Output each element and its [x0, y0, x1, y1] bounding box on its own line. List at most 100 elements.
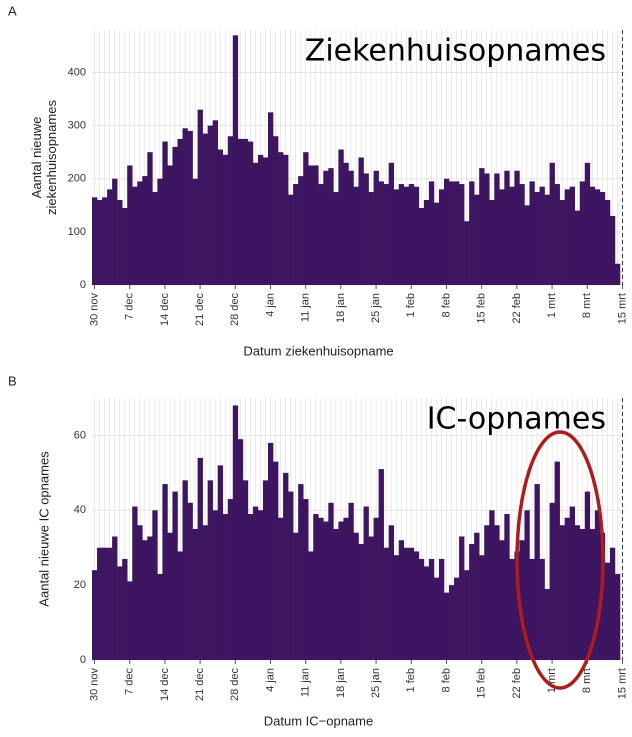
- x-tick-label: 4 jan: [264, 293, 276, 317]
- bar: [152, 510, 158, 660]
- bar: [97, 547, 103, 660]
- bar: [107, 189, 113, 285]
- bar: [438, 189, 445, 285]
- bar: [489, 510, 495, 660]
- bar: [267, 112, 274, 285]
- bar: [262, 157, 269, 285]
- bar: [157, 573, 163, 660]
- bar: [132, 506, 138, 660]
- bar: [494, 173, 500, 285]
- x-tick-label: 30 nov: [88, 668, 100, 702]
- bar: [383, 547, 389, 660]
- bar: [308, 551, 314, 660]
- bar: [479, 168, 485, 285]
- bar: [489, 200, 495, 285]
- x-tick-label: 1 mrt: [546, 293, 558, 318]
- bar: [529, 558, 535, 660]
- bar: [192, 178, 198, 285]
- bar: [313, 165, 319, 285]
- x-tick-label: 7 dec: [124, 668, 136, 695]
- bar: [92, 197, 98, 285]
- bar: [529, 181, 535, 285]
- bar: [283, 154, 289, 285]
- bar: [273, 461, 279, 660]
- x-tick-label: 21 dec: [194, 293, 206, 327]
- bar: [454, 577, 460, 660]
- bar: [358, 157, 364, 285]
- bar: [288, 491, 294, 660]
- bar: [252, 506, 259, 660]
- bar: [177, 551, 183, 660]
- bar: [464, 221, 470, 285]
- bar: [217, 465, 224, 660]
- bar: [378, 469, 384, 660]
- bar: [187, 130, 193, 285]
- bar: [202, 133, 208, 285]
- bar: [433, 577, 440, 660]
- bar: [373, 170, 379, 285]
- bar: [152, 192, 158, 285]
- highlight-ellipse: [515, 430, 605, 690]
- bar: [333, 529, 339, 660]
- bar: [579, 181, 586, 285]
- x-tick-label: 18 jan: [335, 293, 347, 323]
- bar: [293, 532, 299, 660]
- bar: [318, 184, 324, 285]
- x-tick-label: 30 nov: [88, 293, 100, 327]
- x-tick-label: 14 dec: [159, 668, 171, 702]
- bar: [363, 173, 369, 285]
- bar: [459, 184, 465, 285]
- bar: [383, 184, 389, 285]
- bar: [207, 480, 213, 660]
- chart-title: Ziekenhuisopnames: [305, 34, 606, 69]
- bar: [162, 484, 168, 660]
- bar: [328, 168, 334, 285]
- bar: [614, 263, 621, 285]
- bar: [534, 484, 540, 660]
- x-tick-label: 11 jan: [300, 293, 312, 322]
- x-tick-label: 7 dec: [124, 293, 136, 320]
- bar: [388, 162, 394, 285]
- bar: [278, 517, 284, 660]
- bar: [569, 506, 576, 660]
- bar: [157, 178, 163, 285]
- bar: [242, 138, 249, 285]
- y-tick-label: 0: [80, 654, 86, 666]
- bar: [494, 525, 500, 660]
- bar: [137, 525, 143, 660]
- bar: [504, 514, 510, 660]
- bar: [549, 162, 555, 285]
- bar: [182, 128, 188, 285]
- x-tick-label: 22 feb: [511, 668, 523, 699]
- x-axis-label: Datum IC−opname: [264, 713, 373, 728]
- bar: [293, 184, 299, 285]
- bar: [614, 573, 621, 660]
- bar: [484, 173, 490, 285]
- bar: [388, 525, 394, 660]
- bar: [574, 525, 581, 660]
- bar: [303, 499, 309, 660]
- x-tick-label: 8 feb: [440, 293, 452, 317]
- bar: [433, 202, 440, 285]
- bar: [92, 570, 98, 660]
- bar: [298, 484, 304, 660]
- x-tick-label: 25 jan: [370, 293, 382, 323]
- bar: [373, 517, 379, 660]
- x-tick-label: 11 jan: [300, 668, 312, 697]
- bar: [278, 152, 284, 285]
- bar: [232, 35, 239, 285]
- bar: [599, 192, 606, 285]
- bar: [102, 197, 108, 285]
- bar: [227, 499, 234, 660]
- bar: [237, 138, 244, 285]
- bar: [212, 510, 219, 660]
- bar: [574, 210, 581, 285]
- y-axis-label: Aantal nieuwe: [29, 117, 44, 199]
- bar: [147, 536, 153, 660]
- y-tick-label: 400: [68, 66, 86, 78]
- bar: [117, 566, 123, 660]
- bar: [227, 136, 234, 285]
- x-tick-label: 21 dec: [194, 668, 206, 702]
- bar: [122, 207, 128, 285]
